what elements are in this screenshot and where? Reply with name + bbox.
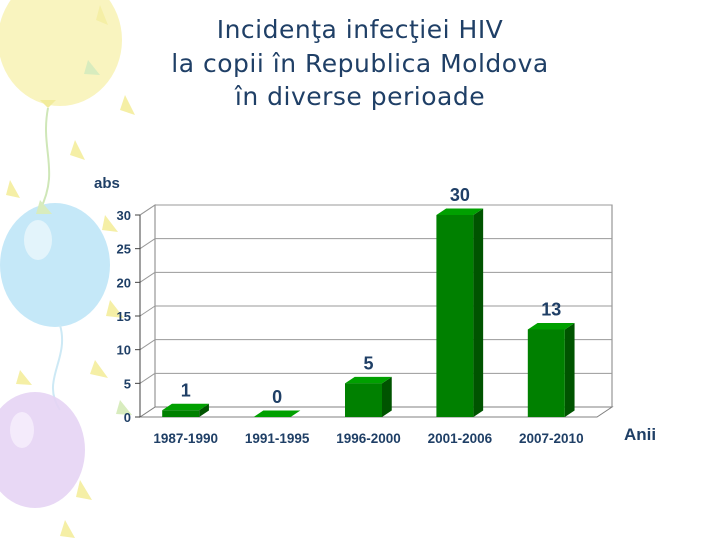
bar-1991-1995 xyxy=(253,410,301,417)
gridline-side xyxy=(139,339,156,351)
bar-front xyxy=(527,329,565,417)
gridline-side xyxy=(139,238,156,250)
bar-top xyxy=(527,322,575,330)
bar-side xyxy=(564,322,575,417)
slide-title-line-2: la copii în Republica Moldova xyxy=(171,49,549,78)
data-label: 1 xyxy=(181,380,191,400)
x-tick-label: 2007-2010 xyxy=(519,431,584,446)
y-tick-label: 30 xyxy=(117,208,131,223)
bar-side xyxy=(382,376,392,417)
bar-2007-2010 xyxy=(527,322,575,417)
x-tick-label: 2001-2006 xyxy=(428,431,493,446)
purple-balloon xyxy=(0,392,85,508)
bar-top xyxy=(345,376,392,384)
x-tick-label: 1996-2000 xyxy=(336,431,401,446)
bar-side xyxy=(199,403,209,417)
y-tick-label: 5 xyxy=(124,376,131,391)
confetti-green xyxy=(36,60,132,415)
x-axis-title: Anii xyxy=(624,425,656,444)
x-tick-label: 1991-1995 xyxy=(245,431,310,446)
x-tick-label: 1987-1990 xyxy=(153,431,218,446)
bar-top xyxy=(436,208,484,215)
bar-1987-1990 xyxy=(162,403,209,417)
bar-top xyxy=(162,403,209,411)
y-tick-label: 15 xyxy=(117,309,131,324)
blue-balloon xyxy=(0,203,110,411)
gridline-side xyxy=(139,271,156,283)
bar-front xyxy=(436,215,474,417)
data-label: 0 xyxy=(272,387,282,407)
bar-front xyxy=(162,410,200,417)
slide-title-line-1: Incidenţa infecţiei HIV xyxy=(216,15,504,44)
y-tick-label: 0 xyxy=(124,410,131,425)
bar-front xyxy=(345,383,382,417)
gridline-side xyxy=(139,204,156,216)
yellow-balloon-top xyxy=(0,0,122,211)
slide-title-line-3: în diverse perioade xyxy=(234,82,486,111)
y-tick-label: 10 xyxy=(117,343,131,358)
y-tick-label: 20 xyxy=(117,275,131,290)
y-axis-title: abs xyxy=(94,175,120,192)
gridline-side xyxy=(139,305,156,317)
gridline-side xyxy=(139,372,156,384)
data-label: 30 xyxy=(450,185,470,205)
y-tick-label: 25 xyxy=(117,242,131,257)
confetti xyxy=(6,5,135,538)
data-label: 5 xyxy=(363,353,373,373)
bar-2001-2006 xyxy=(436,208,484,417)
data-label: 13 xyxy=(541,299,561,319)
bar-side xyxy=(473,208,484,417)
bar-top xyxy=(253,410,301,417)
bar-1996-2000 xyxy=(345,376,392,417)
